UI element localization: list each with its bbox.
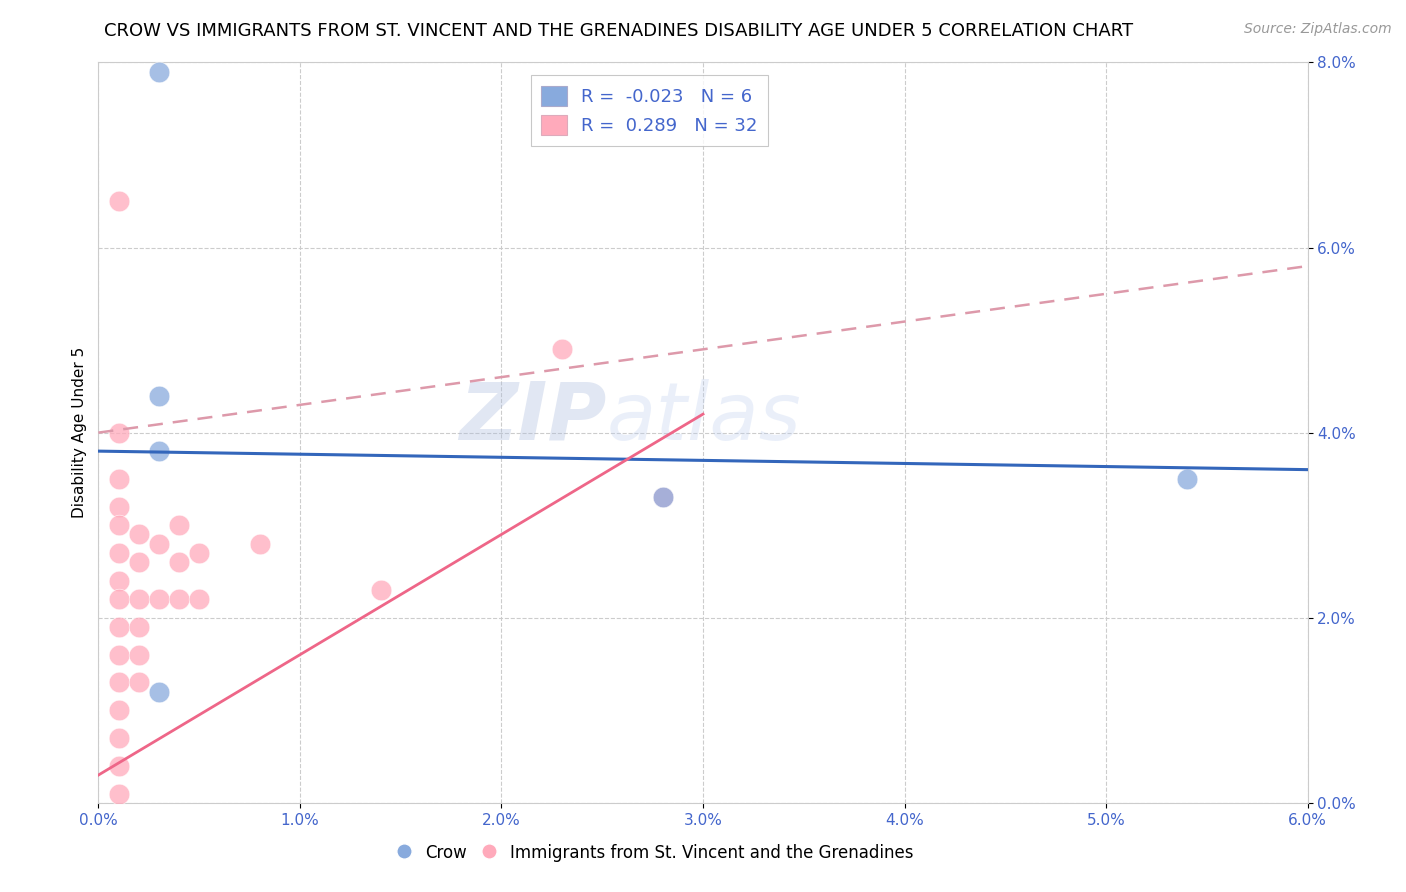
Point [107,425,129,440]
Y-axis label: Disability Age Under 5: Disability Age Under 5 [72,347,87,518]
Point [107,574,129,588]
Point [370,582,392,597]
Text: atlas: atlas [606,379,801,457]
Point [128,527,150,541]
Point [167,592,190,607]
Point [107,546,129,560]
Point [1175,472,1198,486]
Point [188,592,211,607]
Point [107,703,129,717]
Point [188,546,211,560]
Point [128,555,150,569]
Point [107,731,129,745]
Point [167,518,190,533]
Point [148,64,170,78]
Point [551,343,574,357]
Point [107,620,129,634]
Point [651,491,673,505]
Point [107,675,129,690]
Point [148,444,170,458]
Point [128,675,150,690]
Text: ZIP: ZIP [458,379,606,457]
Point [107,500,129,514]
Point [249,536,271,550]
Legend: Crow, Immigrants from St. Vincent and the Grenadines: Crow, Immigrants from St. Vincent and th… [388,837,921,869]
Point [107,592,129,607]
Point [128,648,150,662]
Point [651,491,673,505]
Point [148,536,170,550]
Point [128,592,150,607]
Point [107,648,129,662]
Point [148,685,170,699]
Text: CROW VS IMMIGRANTS FROM ST. VINCENT AND THE GRENADINES DISABILITY AGE UNDER 5 CO: CROW VS IMMIGRANTS FROM ST. VINCENT AND … [104,22,1133,40]
Point [107,787,129,801]
Text: Source: ZipAtlas.com: Source: ZipAtlas.com [1244,22,1392,37]
Point [128,620,150,634]
Point [167,555,190,569]
Point [107,472,129,486]
Point [107,758,129,772]
Point [148,389,170,403]
Point [148,592,170,607]
Point [107,518,129,533]
Point [107,194,129,209]
